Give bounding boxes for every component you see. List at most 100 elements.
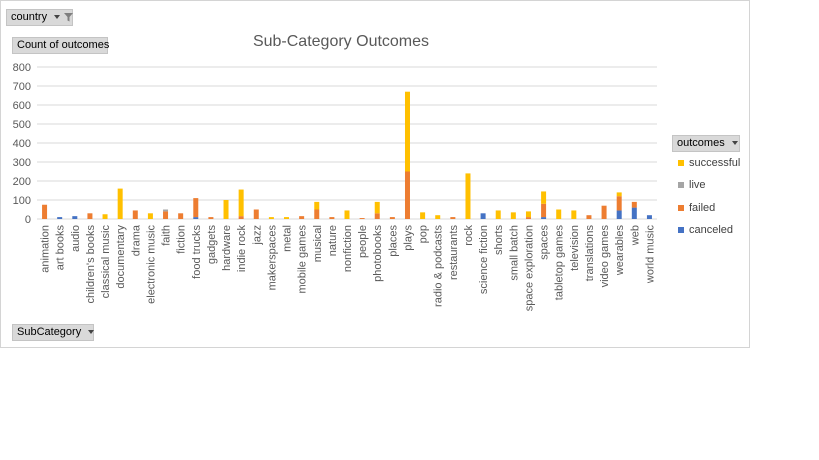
x-tick-label: science fiction [478,225,490,294]
x-tick-label: jazz [251,225,263,246]
value-field-label: Count of outcomes [17,39,110,51]
swatch-live [678,182,684,189]
legend-item-failed: failed [678,202,715,214]
axis-field-button[interactable]: SubCategory [12,324,95,341]
swatch-canceled [678,227,684,234]
country-filter-button[interactable]: country [6,9,74,26]
x-tick-label: spaces [539,225,551,260]
y-tick-label: 0 [25,214,31,226]
x-tick-label: radio & podcasts [433,225,445,307]
bar-canceled [541,217,547,219]
y-tick-label: 100 [13,195,31,207]
x-tick-label: classical music [100,225,112,299]
bar-successful [102,214,108,219]
x-tick-label: pop [418,225,430,243]
bar-canceled [480,213,486,219]
x-tick-label: electronic music [145,225,157,304]
bar-successful [147,213,153,219]
legend-label: successful [689,157,741,169]
bar-canceled [193,217,199,219]
chart-frame: country Count of outcomes SubCategory [0,0,750,348]
chevron-down-icon [88,330,95,335]
y-tick-label: 400 [13,138,31,150]
x-tick-label: translations [584,225,596,282]
legend: outcomes successful live failed canceled [672,135,750,236]
x-tick-label: gadgets [206,225,218,265]
legend-label: failed [689,202,716,214]
bar-failed [616,196,622,211]
axis-field-label: SubCategory [17,326,82,338]
bar-canceled [57,217,63,219]
bar-successful [404,91,410,172]
bar-successful [541,191,547,204]
x-tick-label: indie rock [236,225,248,273]
bar-canceled [646,215,652,219]
bar-failed [314,209,320,219]
x-tick-label: restaurants [448,225,460,281]
chevron-down-icon [54,15,61,20]
x-tick-label: shorts [493,225,505,255]
bar-failed [450,217,456,219]
legend-item-successful: successful [678,157,740,169]
bar-failed [193,198,199,218]
bar-failed [389,217,395,219]
bar-failed [178,213,184,219]
x-tick-label: rock [463,225,475,246]
y-tick-label: 700 [13,81,31,93]
bar-successful [510,212,516,219]
outcomes-filter-button[interactable]: outcomes [672,135,740,152]
bar-successful [223,200,229,219]
bar-canceled [631,207,637,219]
x-tick-label: nonfiction [342,225,354,272]
x-tick-label: plays [402,225,414,251]
bar-failed [586,215,592,219]
bar-failed [601,205,607,219]
x-tick-label: nature [327,225,339,256]
bar-failed [238,216,244,219]
x-tick-label: faith [161,225,173,246]
swatch-successful [678,160,684,167]
bar-failed [525,217,531,219]
bar-successful [344,210,350,219]
y-tick-label: 800 [13,62,31,74]
x-tick-label: metal [282,225,294,252]
bar-failed [163,211,169,219]
bar-failed [404,171,410,219]
bar-successful [314,201,320,210]
legend-label: canceled [689,224,734,236]
bar-failed [208,217,214,219]
x-tick-label: mobile games [297,225,309,294]
x-tick-label: space exploration [523,225,535,311]
legend-item-live: live [678,179,706,191]
bar-successful [284,217,290,219]
x-tick-label: hardware [221,225,233,271]
bar-canceled [616,210,622,219]
bar-failed [132,210,138,219]
x-tick-label: small batch [508,225,520,281]
y-tick-label: 300 [13,157,31,169]
legend-label: live [689,179,706,191]
bar-successful [556,209,562,219]
x-tick-label: video games [599,225,611,288]
bar-failed [631,201,637,208]
bar-canceled [72,216,78,219]
bar-successful [465,173,471,219]
y-tick-label: 200 [13,176,31,188]
bar-successful [525,211,531,218]
bar-successful [238,189,244,217]
chevron-down-icon [731,141,738,146]
legend-title: outcomes [677,137,725,149]
bar-failed [253,209,259,219]
bar-failed [541,203,547,218]
bar-successful [117,188,123,219]
value-field-button[interactable]: Count of outcomes [12,37,110,54]
bar-successful [268,217,274,219]
bar-successful [374,201,380,214]
x-tick-label: web [629,225,641,246]
bar-successful [420,212,426,219]
bar-failed [299,216,305,219]
x-tick-label: places [387,225,399,257]
x-tick-label: photobooks [372,225,384,282]
y-tick-label: 500 [13,119,31,131]
bar-successful [616,192,622,197]
